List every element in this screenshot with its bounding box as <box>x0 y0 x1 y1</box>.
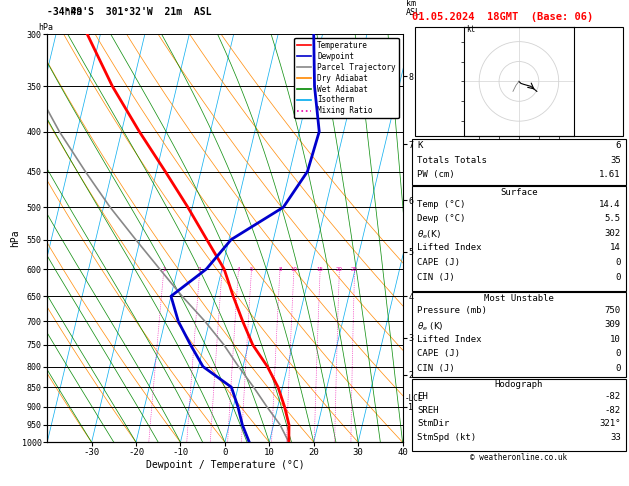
Text: 3: 3 <box>220 267 224 273</box>
Text: kt: kt <box>466 25 476 34</box>
Text: 0: 0 <box>615 364 621 373</box>
Text: 0: 0 <box>615 349 621 359</box>
Text: 6: 6 <box>615 141 621 150</box>
Text: 5: 5 <box>250 267 253 273</box>
Text: -82: -82 <box>604 406 621 415</box>
Text: 321°: 321° <box>599 419 621 429</box>
Text: Lifted Index: Lifted Index <box>417 243 482 253</box>
Text: CAPE (J): CAPE (J) <box>417 349 460 359</box>
Text: SREH: SREH <box>417 406 438 415</box>
Text: 0: 0 <box>615 273 621 282</box>
Text: Lifted Index: Lifted Index <box>417 335 482 344</box>
Text: Temp (°C): Temp (°C) <box>417 200 465 209</box>
Text: K: K <box>417 141 423 150</box>
Text: 5.5: 5.5 <box>604 214 621 224</box>
Text: 35: 35 <box>610 156 621 165</box>
Text: StmSpd (kt): StmSpd (kt) <box>417 433 476 442</box>
Text: 14.4: 14.4 <box>599 200 621 209</box>
Text: EH: EH <box>417 392 428 401</box>
Text: PW (cm): PW (cm) <box>417 170 455 179</box>
Text: Dewp (°C): Dewp (°C) <box>417 214 465 224</box>
X-axis label: Dewpoint / Temperature (°C): Dewpoint / Temperature (°C) <box>145 460 304 469</box>
Text: Totals Totals: Totals Totals <box>417 156 487 165</box>
Text: CIN (J): CIN (J) <box>417 364 455 373</box>
Text: $\theta_e$ (K): $\theta_e$ (K) <box>417 320 443 333</box>
Text: 302: 302 <box>604 229 621 238</box>
Text: 0: 0 <box>615 258 621 267</box>
Text: Most Unstable: Most Unstable <box>484 294 554 303</box>
Text: 1.61: 1.61 <box>599 170 621 179</box>
Text: 2: 2 <box>198 267 202 273</box>
Text: CAPE (J): CAPE (J) <box>417 258 460 267</box>
Text: 10: 10 <box>291 267 298 273</box>
Y-axis label: hPa: hPa <box>10 229 20 247</box>
Text: 4: 4 <box>237 267 240 273</box>
Text: $\theta_e$(K): $\theta_e$(K) <box>417 229 441 242</box>
Text: 33: 33 <box>610 433 621 442</box>
Text: 750: 750 <box>604 306 621 315</box>
Text: Hodograph: Hodograph <box>495 380 543 389</box>
Text: -82: -82 <box>604 392 621 401</box>
Text: 1: 1 <box>162 267 165 273</box>
Text: Pressure (mb): Pressure (mb) <box>417 306 487 315</box>
Text: Surface: Surface <box>500 188 538 197</box>
Text: 8: 8 <box>278 267 282 273</box>
Text: hPa: hPa <box>47 7 82 17</box>
Text: 309: 309 <box>604 320 621 330</box>
Text: © weatheronline.co.uk: © weatheronline.co.uk <box>470 453 567 462</box>
Text: StmDir: StmDir <box>417 419 449 429</box>
Text: 10: 10 <box>610 335 621 344</box>
Text: 20: 20 <box>336 267 343 273</box>
Legend: Temperature, Dewpoint, Parcel Trajectory, Dry Adiabat, Wet Adiabat, Isotherm, Mi: Temperature, Dewpoint, Parcel Trajectory… <box>294 38 399 119</box>
Text: hPa: hPa <box>38 23 53 33</box>
Text: 01.05.2024  18GMT  (Base: 06): 01.05.2024 18GMT (Base: 06) <box>412 12 593 22</box>
Text: CIN (J): CIN (J) <box>417 273 455 282</box>
Text: -LCL: -LCL <box>405 395 423 403</box>
Text: 25: 25 <box>351 267 358 273</box>
Text: 14: 14 <box>610 243 621 253</box>
Text: -34°49'S  301°32'W  21m  ASL: -34°49'S 301°32'W 21m ASL <box>47 7 212 17</box>
Text: km
ASL: km ASL <box>406 0 421 17</box>
Text: 15: 15 <box>316 267 324 273</box>
